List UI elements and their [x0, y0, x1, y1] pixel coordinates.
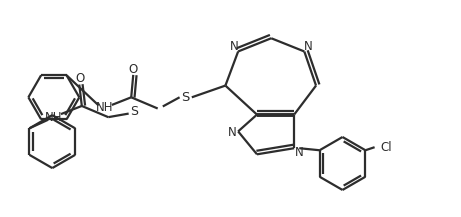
Text: NH: NH: [45, 111, 63, 124]
Text: N: N: [228, 126, 236, 139]
Text: NH: NH: [96, 101, 113, 114]
Text: N: N: [230, 40, 238, 53]
Text: S: S: [182, 91, 190, 104]
Text: N: N: [304, 40, 313, 53]
Text: Cl: Cl: [381, 141, 392, 154]
Text: N: N: [295, 146, 304, 159]
Text: O: O: [76, 72, 85, 85]
Text: S: S: [130, 105, 138, 118]
Text: O: O: [129, 63, 138, 76]
